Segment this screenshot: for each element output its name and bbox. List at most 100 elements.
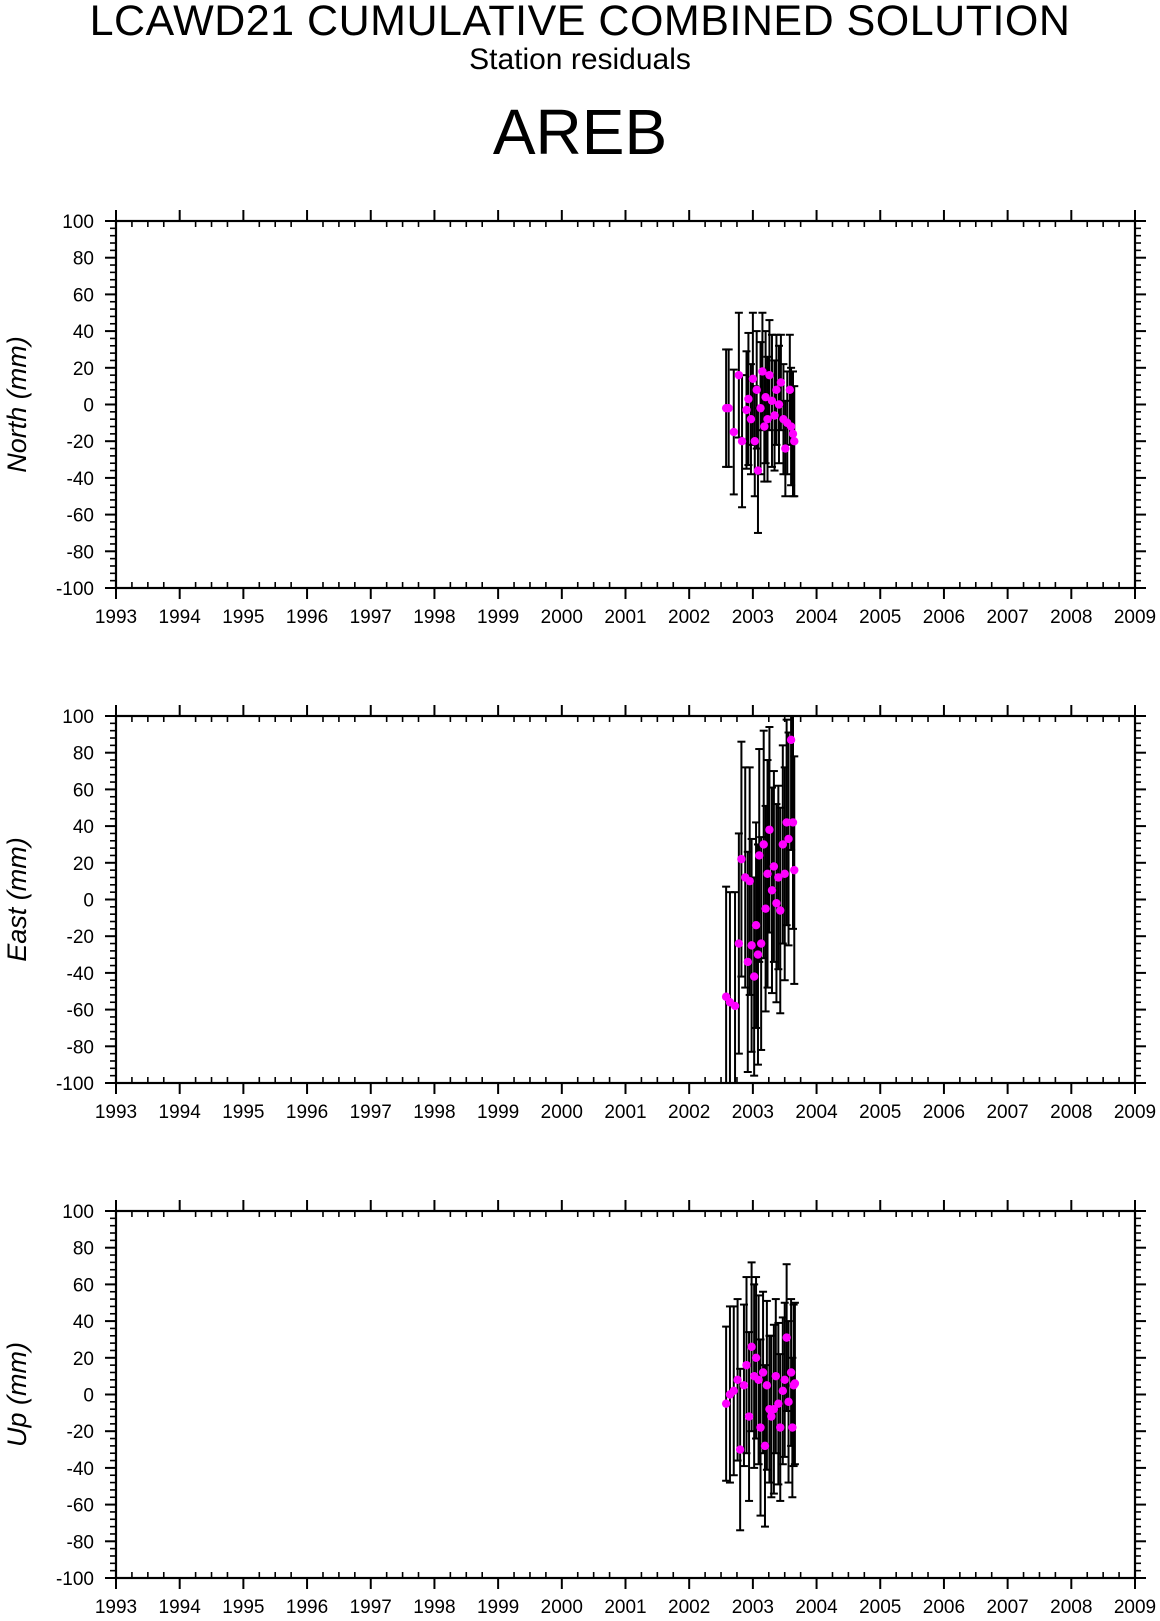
y-tick-label: 40	[73, 817, 94, 838]
data-point	[747, 941, 756, 950]
x-tick-label: 1995	[222, 1597, 264, 1618]
data-point	[750, 437, 759, 446]
x-tick-label: 2003	[732, 1597, 774, 1618]
x-tick-label: 2009	[1114, 1597, 1156, 1618]
data-point	[756, 939, 766, 948]
y-tick-label: -80	[67, 542, 94, 563]
y-tick-label: -60	[67, 1001, 94, 1022]
x-tick-label: 2007	[986, 1597, 1028, 1618]
data-point	[786, 1368, 796, 1377]
data-point	[790, 437, 799, 446]
data-point	[774, 400, 784, 409]
data-point	[742, 1360, 751, 1370]
data-point	[763, 869, 772, 879]
data-point	[785, 385, 795, 395]
x-tick-label: 1996	[286, 1597, 328, 1618]
data-point	[784, 834, 793, 844]
data-point	[744, 1412, 754, 1421]
data-point	[767, 886, 777, 895]
data-point	[733, 1375, 742, 1385]
data-point	[755, 851, 764, 860]
data-point	[762, 1381, 772, 1390]
panel-up: 1993 1994 1995 1996 1997 1998 1999 2000 2001 2002…	[2, 1200, 1156, 1618]
y-tick-label: -40	[67, 1459, 94, 1480]
x-tick-label: 2004	[795, 1597, 838, 1618]
x-tick-label: 2000	[541, 1597, 583, 1618]
data-point	[756, 403, 765, 413]
data-point	[770, 411, 779, 420]
data-point	[761, 392, 770, 402]
data-series	[721, 716, 799, 1083]
y-tick-label: 40	[73, 322, 94, 343]
data-point	[753, 466, 763, 475]
data-point	[739, 1381, 749, 1390]
data-point	[782, 818, 791, 827]
data-point	[778, 840, 788, 849]
data-point	[788, 818, 798, 827]
x-tick-label: 1998	[413, 607, 455, 628]
data-point	[790, 1379, 800, 1388]
y-tick-label: 100	[62, 1202, 94, 1223]
data-point	[776, 378, 786, 387]
y-tick-label: -100	[56, 579, 94, 600]
x-tick-label: 1994	[159, 607, 202, 628]
data-point	[772, 898, 781, 908]
x-tick-label: 2008	[1050, 1102, 1092, 1123]
x-tick-label: 2002	[668, 607, 710, 628]
data-point	[748, 374, 758, 384]
data-point	[744, 394, 753, 404]
y-tick-label: -20	[67, 927, 94, 948]
station-name: AREB	[492, 96, 668, 168]
x-tick-label: 2007	[986, 607, 1028, 628]
panel-north: 1993 1994 1995 1996 1997 1998 1999 2000 2001 2002…	[2, 210, 1156, 628]
data-point	[754, 1375, 763, 1385]
x-tick-label: 2001	[604, 1102, 646, 1123]
y-tick-label: -40	[67, 964, 94, 985]
data-point	[721, 1399, 731, 1408]
y-tick-label: -20	[67, 432, 94, 453]
y-axis-label: East (mm)	[2, 837, 32, 962]
data-point	[788, 1423, 797, 1432]
x-tick-label: 1994	[159, 1102, 202, 1123]
data-point	[747, 1342, 756, 1351]
plot-frame	[114, 714, 1137, 1085]
data-point	[780, 1375, 789, 1385]
chart-subtitle: Station residuals	[469, 43, 691, 76]
y-tick-label: 0	[83, 891, 94, 912]
x-tick-label: 1997	[350, 607, 392, 628]
x-tick-label: 2002	[668, 1597, 710, 1618]
data-series	[721, 311, 799, 534]
y-tick-label: 20	[73, 854, 94, 875]
y-axis-label: North (mm)	[2, 336, 32, 473]
x-tick-label: 1999	[477, 1597, 519, 1618]
data-point	[784, 1397, 793, 1407]
y-tick-label: 20	[73, 359, 94, 380]
x-tick-label: 1999	[477, 1102, 519, 1123]
data-point	[742, 405, 751, 415]
y-tick-label: -80	[67, 1037, 94, 1058]
x-tick-label: 1998	[413, 1102, 455, 1123]
x-tick-label: 2004	[795, 1102, 838, 1123]
x-tick-label: 2008	[1050, 1597, 1092, 1618]
data-point	[786, 735, 796, 745]
x-tick-label: 1995	[222, 607, 264, 628]
x-tick-label: 1996	[286, 1102, 328, 1123]
x-tick-label: 1996	[286, 607, 328, 628]
panel-east: 1993 1994 1995 1996 1997 1998 1999 2000 2001 2002…	[2, 705, 1156, 1123]
data-point	[782, 1333, 791, 1342]
data-point	[774, 873, 783, 882]
x-tick-label: 2000	[541, 607, 583, 628]
y-tick-label: 40	[73, 1312, 94, 1333]
data-point	[769, 862, 779, 871]
x-tick-label: 2008	[1050, 607, 1092, 628]
chart-title: LCAWD21 CUMULATIVE COMBINED SOLUTION	[89, 0, 1071, 45]
data-point	[760, 422, 769, 431]
data-point	[756, 1423, 765, 1432]
data-point	[778, 1386, 788, 1396]
data-point	[765, 825, 774, 834]
x-tick-label: 2000	[541, 1102, 583, 1123]
x-tick-label: 1993	[95, 1102, 137, 1123]
data-point	[735, 1445, 745, 1454]
x-tick-label: 2009	[1114, 1102, 1156, 1123]
plot-frame	[114, 1209, 1137, 1580]
